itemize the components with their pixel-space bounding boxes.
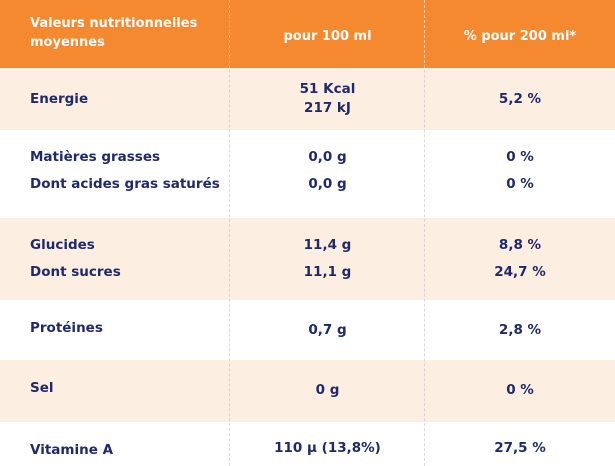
value-vitamine-a: 110 µ (13,8%)	[274, 440, 381, 456]
value-glucides: 11,4 g	[303, 237, 352, 253]
percent-acides-gras: 0 %	[506, 176, 534, 192]
label-acides-gras: Dont acides gras saturés	[30, 176, 220, 192]
header-percent-200ml: % pour 200 ml*	[463, 29, 577, 44]
column-divider	[424, 0, 425, 466]
percent-proteines: 2,8 %	[498, 322, 542, 338]
label-vitamine-a: Vitamine A	[30, 442, 114, 458]
table-row-energie: Energie 51 Kcal 217 kJ 5,2 %	[0, 68, 615, 130]
table-row-proteines: Protéines 0,7 g 2,8 %	[0, 300, 615, 360]
value-energie-kj: 217 kJ	[304, 100, 351, 116]
percent-sel: 0 %	[506, 382, 534, 398]
header-per-100ml: pour 100 ml	[283, 29, 372, 44]
value-acides-gras: 0,0 g	[308, 176, 347, 192]
table-row-carbs: Glucides 11,4 g 8,8 % Dont sucres 11,1 g…	[0, 218, 615, 300]
table-row-sel: Sel 0 g 0 %	[0, 360, 615, 422]
label-sel: Sel	[30, 380, 54, 396]
value-proteines: 0,7 g	[308, 322, 347, 338]
label-sucres: Dont sucres	[30, 264, 121, 280]
percent-matieres-grasses: 0 %	[506, 149, 534, 165]
value-sel: 0 g	[315, 382, 340, 398]
header-nutritional-values: Valeurs nutritionnelles moyennes	[30, 16, 198, 50]
label-matieres-grasses: Matières grasses	[30, 149, 161, 165]
table-header: Valeurs nutritionnelles moyennes pour 10…	[0, 0, 615, 68]
table-row-vitamine-a: Vitamine A 110 µ (13,8%) 27,5 %	[0, 422, 615, 466]
table-row-fats: Matières grasses 0,0 g 0 % Dont acides g…	[0, 130, 615, 218]
value-sucres: 11,1 g	[303, 264, 352, 280]
label-energie: Energie	[30, 91, 89, 107]
percent-sucres: 24,7 %	[494, 264, 546, 280]
value-energie-kcal: 51 Kcal	[299, 81, 356, 97]
value-matieres-grasses: 0,0 g	[308, 149, 347, 165]
percent-energie: 5,2 %	[498, 91, 542, 107]
header-column-divider	[424, 0, 425, 68]
percent-glucides: 8,8 %	[498, 237, 542, 253]
label-proteines: Protéines	[30, 320, 103, 336]
percent-vitamine-a: 27,5 %	[494, 440, 546, 456]
label-glucides: Glucides	[30, 237, 95, 253]
header-column-divider	[229, 0, 230, 68]
column-divider	[229, 0, 230, 466]
